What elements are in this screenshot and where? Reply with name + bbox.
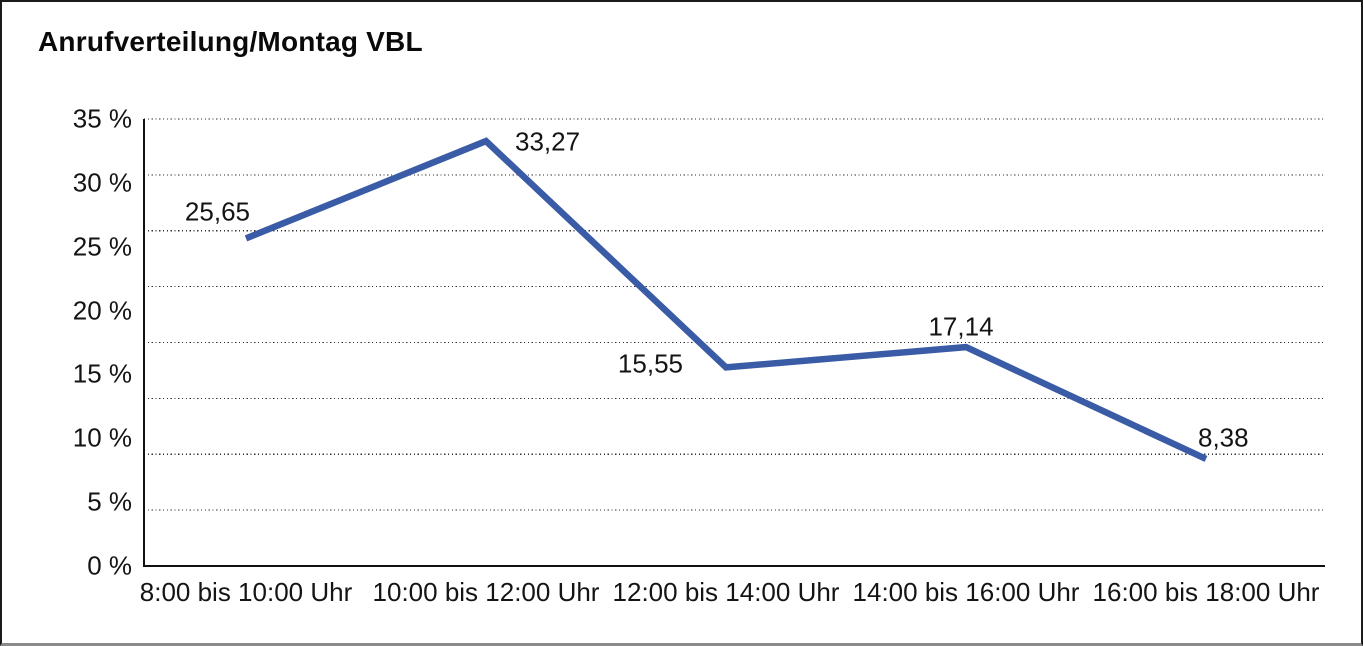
x-tick-label: 16:00 bis 18:00 Uhr bbox=[1092, 577, 1320, 607]
data-point-label: 33,27 bbox=[515, 126, 581, 157]
chart-title: Anrufverteilung/Montag VBL bbox=[38, 26, 423, 57]
y-tick-label: 15 % bbox=[72, 358, 132, 389]
x-tick-label: 14:00 bis 16:00 Uhr bbox=[852, 577, 1080, 607]
y-tick-label: 35 % bbox=[72, 103, 132, 134]
x-tick-label: 12:00 bis 14:00 Uhr bbox=[612, 577, 840, 607]
y-tick-label: 0 % bbox=[87, 550, 132, 581]
y-tick-label: 5 % bbox=[87, 486, 132, 517]
y-tick-label: 25 % bbox=[72, 231, 132, 262]
y-tick-label: 20 % bbox=[72, 295, 132, 326]
y-tick-label: 10 % bbox=[72, 422, 132, 453]
y-tick-label: 30 % bbox=[72, 167, 132, 198]
data-line bbox=[244, 137, 1208, 462]
x-tick-label: 8:00 bis 10:00 Uhr bbox=[139, 577, 353, 607]
data-point-label: 17,14 bbox=[928, 311, 994, 342]
x-tick-label: 10:00 bis 12:00 Uhr bbox=[372, 577, 600, 607]
data-point-label: 8,38 bbox=[1198, 422, 1249, 453]
data-point-label: 15,55 bbox=[617, 348, 683, 379]
data-point-label: 25,65 bbox=[184, 196, 250, 227]
